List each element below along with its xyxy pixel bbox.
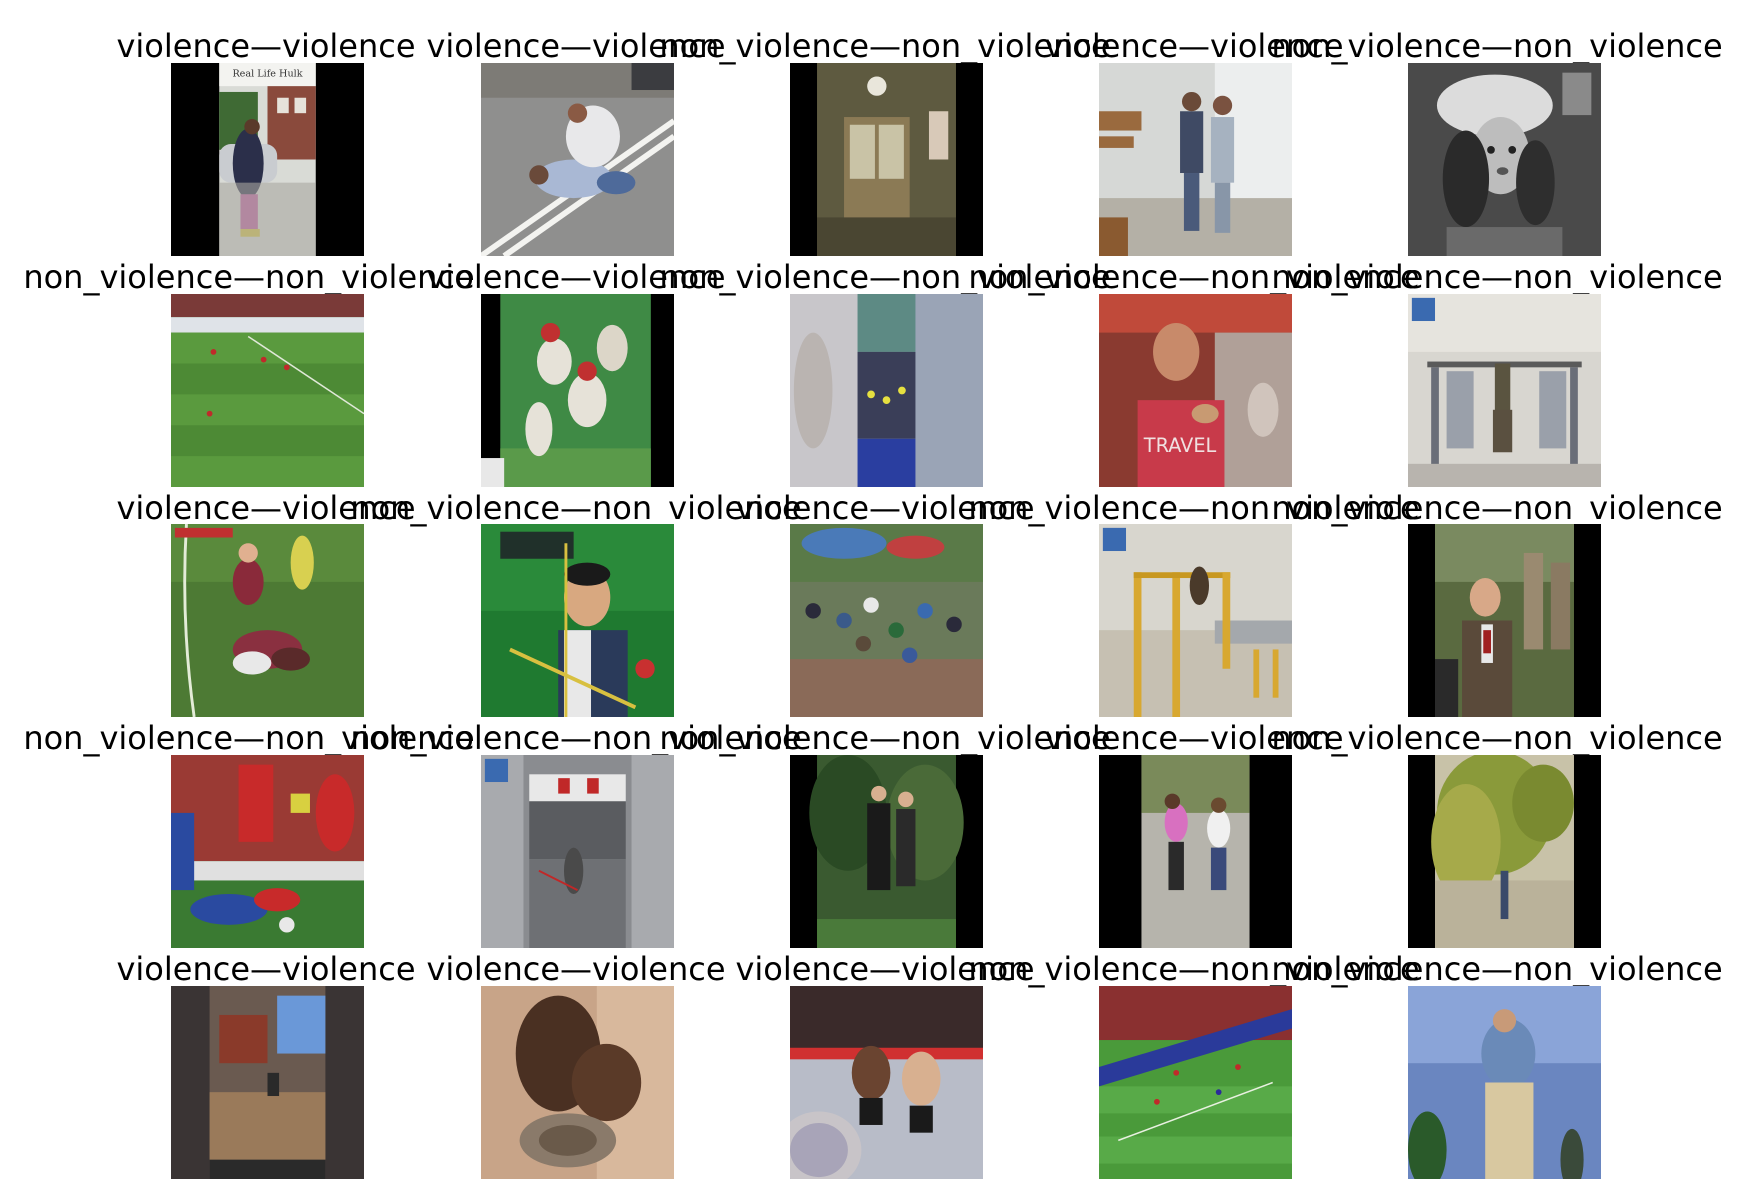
thumbnail-image: [1408, 294, 1601, 487]
cell-title: violence—violence: [735, 950, 1035, 988]
thumbnail-image: [790, 63, 983, 256]
cell-title: violence—violence: [735, 489, 1035, 527]
thumbnail-image: [790, 294, 983, 487]
cell-title: non_violence—non_violence: [1271, 258, 1723, 296]
thumbnail-image: [790, 986, 983, 1179]
cell-title: non_violence—non_violence: [23, 719, 475, 757]
thumbnail-image: [1408, 63, 1601, 256]
cell-title: non_violence—non_violence: [659, 27, 1111, 65]
cell-title: violence—violence: [426, 258, 726, 296]
thumbnail-image: [1408, 524, 1601, 717]
cell-title: non_violence—non_violence: [350, 489, 802, 527]
thumbnail-image: [1099, 524, 1292, 717]
thumbnail-image: [171, 986, 364, 1179]
thumbnail-image: [171, 294, 364, 487]
thumbnail-image: [790, 524, 983, 717]
thumbnail-image: [481, 524, 674, 717]
cell-title: violence—violence: [426, 950, 726, 988]
cell-title: violence—violence: [116, 489, 416, 527]
svg-text:TRAVEL: TRAVEL: [1143, 434, 1217, 457]
cell-title: violence—violence: [116, 950, 416, 988]
thumbnail-image: [481, 755, 674, 948]
thumbnail-image: [171, 755, 364, 948]
cell-title: non_violence—non_violence: [1271, 489, 1723, 527]
thumbnail-image: [481, 986, 674, 1179]
cell-title: non_violence—non_violence: [1271, 950, 1723, 988]
thumbnail-image: [481, 294, 674, 487]
cell-title: non_violence—non_violence: [968, 489, 1420, 527]
thumbnail-image: [1408, 986, 1601, 1179]
thumbnail-image: [1099, 755, 1292, 948]
cell-title: non_violence—non_violence: [23, 258, 475, 296]
thumbnail-image: [1099, 986, 1292, 1179]
thumbnail-image: TRAVEL: [1099, 294, 1292, 487]
cell-title: non_violence—non_violence: [659, 258, 1111, 296]
cell-title: non_violence—non_violence: [350, 719, 802, 757]
cell-title: non_violence—non_violence: [1271, 27, 1723, 65]
cell-title: violence—violence: [426, 27, 726, 65]
cell-title: violence—violence: [1044, 27, 1344, 65]
thumbnail-image: [1099, 63, 1292, 256]
cell-title: non_violence—non_violence: [1271, 719, 1723, 757]
thumbnail-image: [171, 524, 364, 717]
cell-title: violence—violence: [1044, 719, 1344, 757]
cell-title: non_violence—non_violence: [968, 258, 1420, 296]
cell-title: non_violence—non_violence: [968, 950, 1420, 988]
thumbnail-image: [1408, 755, 1601, 948]
cell-title: violence—violence: [116, 27, 416, 65]
thumbnail-image: [481, 63, 674, 256]
cell-title: non_violence—non_violence: [659, 719, 1111, 757]
thumbnail-image: [790, 755, 983, 948]
thumbnail-image: Real Life Hulk: [171, 63, 364, 256]
svg-text:Real Life Hulk: Real Life Hulk: [232, 69, 302, 80]
